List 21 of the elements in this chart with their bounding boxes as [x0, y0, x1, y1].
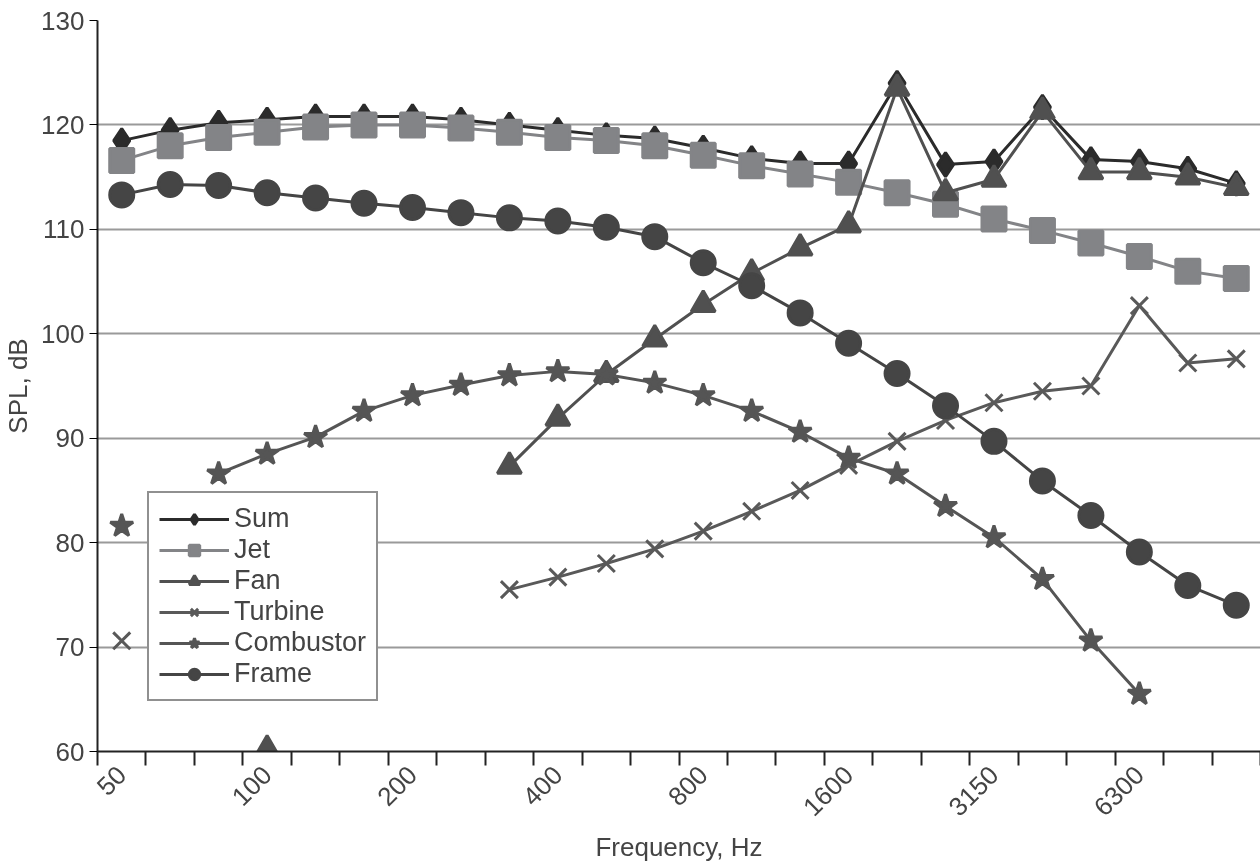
legend-label: Frame — [234, 658, 313, 689]
y-tick-label: 100 — [41, 318, 85, 349]
x-tick-label: 200 — [371, 759, 424, 812]
legend-label: Turbine — [234, 596, 325, 627]
legend-label: Fan — [234, 565, 281, 596]
legend-label: Combustor — [234, 627, 367, 658]
x-axis-title: Frequency, Hz — [595, 832, 763, 863]
y-tick-label: 90 — [55, 423, 85, 454]
x-tick-label: 50 — [90, 759, 133, 802]
legend-label: Sum — [234, 503, 290, 534]
y-tick-label: 60 — [55, 736, 85, 767]
x-tick-label: 100 — [225, 759, 278, 812]
legend-label: Jet — [234, 534, 271, 565]
y-tick-label: 70 — [55, 632, 85, 663]
y-tick-label: 120 — [41, 109, 85, 140]
y-tick-label: 130 — [41, 5, 85, 36]
x-tick-label: 800 — [661, 759, 714, 812]
y-axis-title: SPL, dB — [3, 338, 34, 434]
x-tick-label: 400 — [516, 759, 569, 812]
y-tick-label: 110 — [43, 214, 85, 245]
y-tick-label: 80 — [55, 527, 85, 558]
